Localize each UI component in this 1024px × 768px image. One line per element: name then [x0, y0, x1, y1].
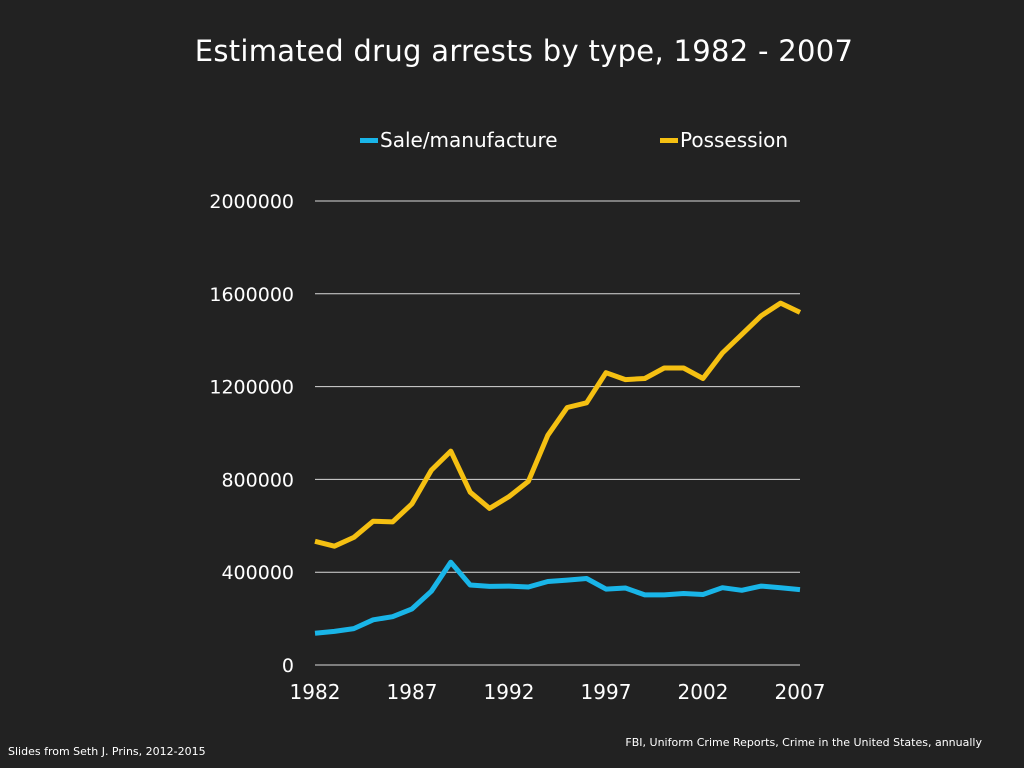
y-tick-label: 1600000 [209, 284, 294, 306]
y-tick-label: 800000 [221, 469, 294, 491]
legend-item-possession: Possession [660, 127, 788, 153]
series-line-sale-manufacture [314, 559, 801, 636]
legend-swatch-possession [660, 137, 678, 143]
legend-label-possession: Possession [680, 128, 789, 152]
legend-item-sale-manufacture: Sale/manufacture [360, 127, 558, 153]
y-tick-label: 400000 [221, 562, 294, 584]
gridlines [315, 200, 800, 666]
x-axis-tick-labels: 1982 1987 1992 1997 2002 2007 [290, 680, 826, 704]
y-tick-label: 1200000 [209, 377, 294, 399]
y-axis-tick-labels: 0 400000 800000 1200000 1600000 2000000 [209, 191, 294, 677]
chart-title: Estimated drug arrests by type, 1982 - 2… [194, 34, 854, 68]
legend-label-sale-manufacture: Sale/manufacture [380, 128, 558, 152]
y-tick-label: 2000000 [209, 191, 294, 213]
x-tick-label: 1997 [581, 680, 632, 704]
x-tick-label: 2002 [678, 680, 729, 704]
x-tick-label: 1987 [387, 680, 438, 704]
slide-credit: Slides from Seth J. Prins, 2012-2015 [8, 745, 206, 758]
x-tick-label: 2007 [775, 680, 826, 704]
legend-swatch-sale-manufacture [360, 137, 378, 143]
x-tick-label: 1982 [290, 680, 341, 704]
series-lines [314, 300, 802, 636]
source-note: FBI, Uniform Crime Reports, Crime in the… [625, 736, 982, 749]
y-tick-label: 0 [282, 655, 294, 677]
x-tick-label: 1992 [484, 680, 535, 704]
series-line-possession [314, 300, 802, 549]
